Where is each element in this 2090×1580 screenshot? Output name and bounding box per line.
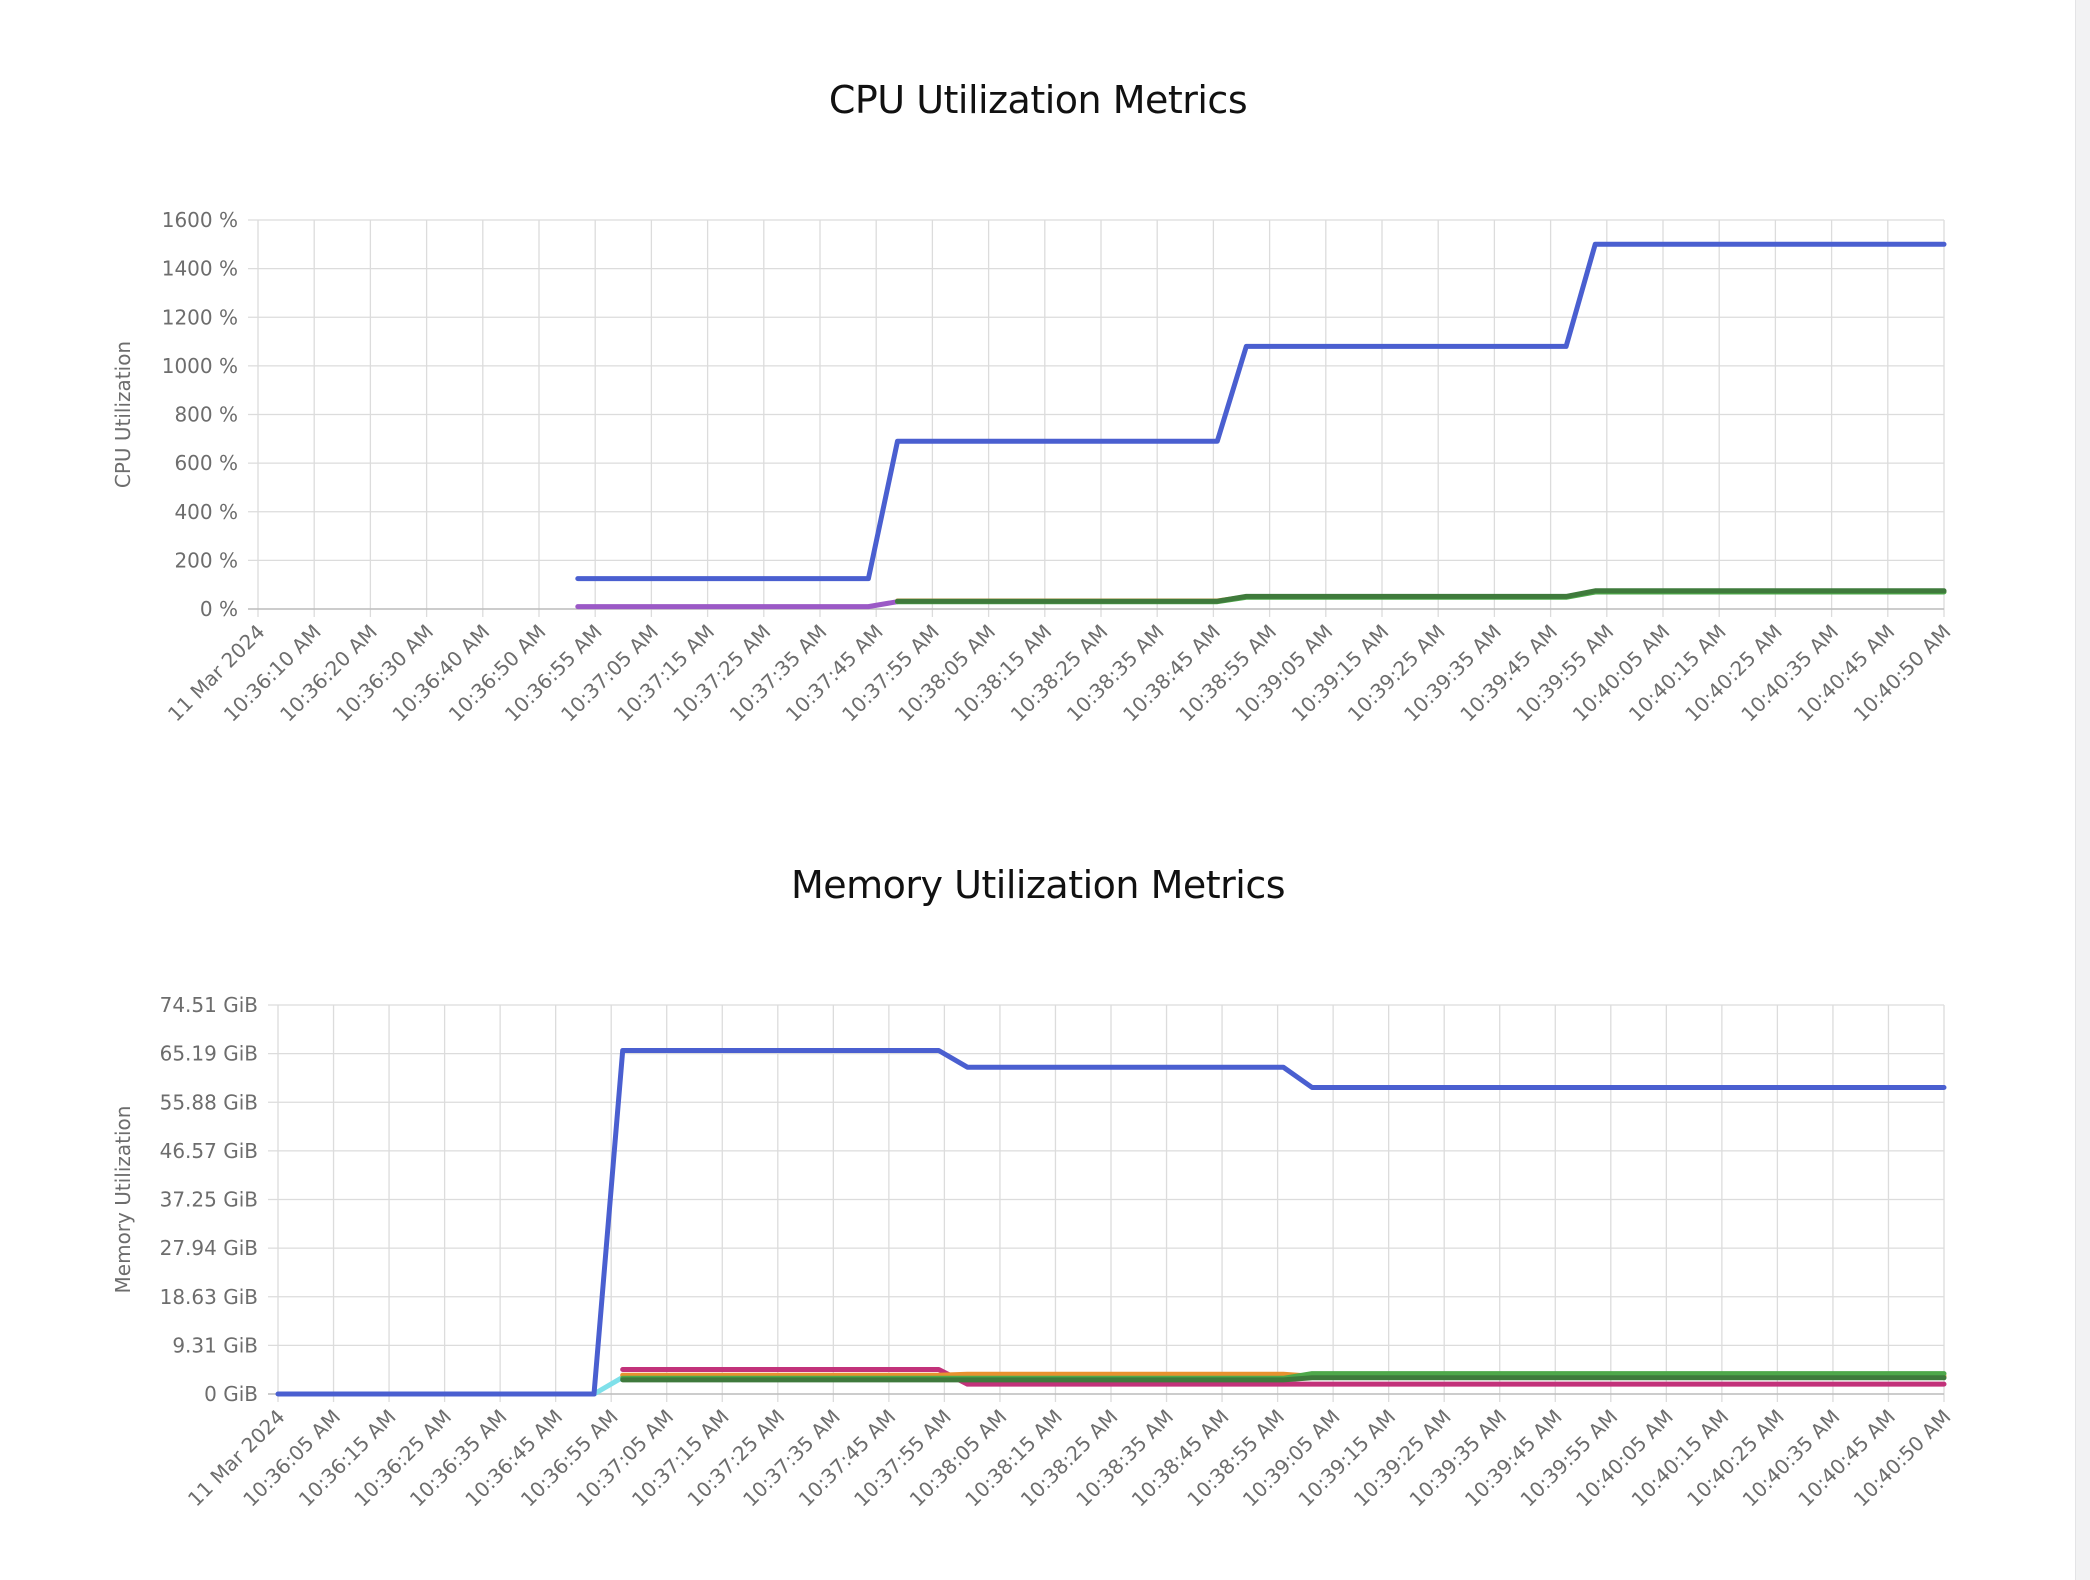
y-tick-label: 200 %: [174, 548, 238, 572]
x-tick-label: 10:40:15 AM: [1624, 620, 1731, 727]
x-tick-label: 10:37:55 AM: [837, 620, 944, 727]
x-tick-label: 10:38:45 AM: [1118, 620, 1225, 727]
cpu-chart-title: CPU Utilization Metrics: [828, 78, 1248, 122]
y-tick-label: 46.57 GiB: [160, 1139, 258, 1163]
page-right-border: [2075, 0, 2090, 1580]
series-line-1[interactable]: [575, 241, 1947, 582]
x-tick-label: 10:36:20 AM: [275, 620, 382, 727]
x-tick-label: 10:36:55 AM: [500, 620, 607, 727]
y-tick-label: 74.51 GiB: [160, 993, 258, 1017]
y-axis-label: CPU Utilization: [111, 341, 135, 488]
x-tick-label: 10:39:05 AM: [1230, 620, 1337, 727]
y-tick-label: 27.94 GiB: [160, 1236, 258, 1260]
x-tick-label: 10:37:35 AM: [725, 620, 832, 727]
x-tick-label: 10:37:15 AM: [612, 620, 719, 727]
y-tick-label: 0 %: [200, 597, 238, 621]
y-tick-label: 37.25 GiB: [160, 1188, 258, 1212]
y-tick-label: 600 %: [174, 451, 238, 475]
series-line-2[interactable]: [575, 599, 900, 610]
y-tick-label: 18.63 GiB: [160, 1285, 258, 1309]
x-tick-label: 10:36:50 AM: [444, 620, 551, 727]
memory-utilization-chart: 0 GiB 9.31 GiB 18.63 GiB 27.94 GiB 37.25 GiB…: [111, 993, 1956, 1512]
x-tick-label: 10:37:25 AM: [668, 620, 775, 727]
y-tick-label: 9.31 GiB: [172, 1333, 258, 1357]
x-tick-label: 10:38:25 AM: [1006, 620, 1113, 727]
x-tick-label: 10:39:15 AM: [1287, 620, 1394, 727]
y-tick-label: 1200 %: [162, 305, 238, 329]
series-line-6[interactable]: [620, 1375, 1947, 1383]
x-tick-label: 10:40:50 AM: [1849, 620, 1956, 727]
series-line-5[interactable]: [895, 588, 1947, 604]
x-tick-label: 10:40:05 AM: [1568, 620, 1675, 727]
y-tick-label: 0 GiB: [204, 1382, 258, 1406]
y-tick-label: 1600 %: [162, 208, 238, 232]
memory-chart-title: Memory Utilization Metrics: [790, 863, 1286, 907]
x-tick-label: 10:36:10 AM: [219, 620, 326, 727]
y-tick-label: 65.19 GiB: [160, 1042, 258, 1066]
y-tick-label: 800 %: [174, 403, 238, 427]
y-axis-label: Memory Utilization: [111, 1106, 135, 1294]
x-tick-label: 10:39:35 AM: [1399, 620, 1506, 727]
x-tick-label: 10:38:05 AM: [893, 620, 1000, 727]
x-tick-label: 10:36:40 AM: [387, 620, 494, 727]
x-tick-label: 10:40:50 AM: [1849, 1405, 1956, 1512]
x-tick-label: 10:37:05 AM: [556, 620, 663, 727]
y-tick-label: 1000 %: [162, 354, 238, 378]
x-tick-label: 10:38:35 AM: [1062, 620, 1169, 727]
x-tick-label: 10:40:45 AM: [1792, 620, 1899, 727]
x-tick-label: 10:40:35 AM: [1736, 620, 1843, 727]
x-tick-label: 10:38:15 AM: [949, 620, 1056, 727]
x-tick-label: 10:36:30 AM: [331, 620, 438, 727]
series-line-1[interactable]: [591, 1374, 626, 1397]
x-tick-label: 10:39:55 AM: [1511, 620, 1618, 727]
y-tick-label: 400 %: [174, 500, 238, 524]
y-tick-label: 55.88 GiB: [160, 1090, 258, 1114]
cpu-utilization-chart: 0 % 200 % 400 % 600 % 800 % 1000 % 1200 % 1400 …: [111, 208, 1956, 727]
x-tick-label: 10:37:45 AM: [781, 620, 888, 727]
gridlines: [268, 1004, 1945, 1402]
x-tick-label: 10:39:45 AM: [1455, 620, 1562, 727]
series-line-2[interactable]: [275, 1048, 1947, 1397]
x-tick-label: 10:38:55 AM: [1174, 620, 1281, 727]
x-tick-label: 11 Mar 2024: [163, 620, 270, 727]
gridlines: [248, 219, 1945, 617]
x-tick-label: 10:39:25 AM: [1343, 620, 1450, 727]
x-tick-label: 10:40:25 AM: [1680, 620, 1787, 727]
y-tick-label: 1400 %: [162, 257, 238, 281]
